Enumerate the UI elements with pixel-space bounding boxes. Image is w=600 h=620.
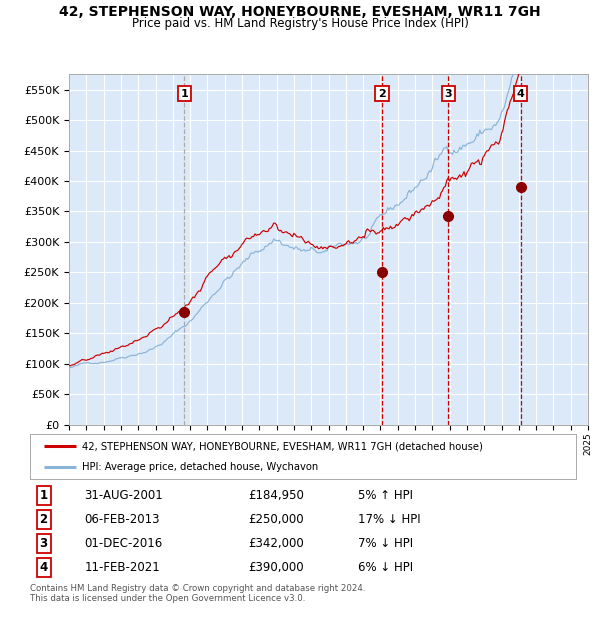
Text: £390,000: £390,000	[248, 561, 304, 574]
Text: 17% ↓ HPI: 17% ↓ HPI	[358, 513, 420, 526]
Text: 2: 2	[40, 513, 48, 526]
Text: 3: 3	[445, 89, 452, 99]
Text: 01-DEC-2016: 01-DEC-2016	[85, 537, 163, 550]
Text: 42, STEPHENSON WAY, HONEYBOURNE, EVESHAM, WR11 7GH (detached house): 42, STEPHENSON WAY, HONEYBOURNE, EVESHAM…	[82, 441, 483, 451]
Text: £342,000: £342,000	[248, 537, 304, 550]
Text: 11-FEB-2021: 11-FEB-2021	[85, 561, 160, 574]
Text: 06-FEB-2013: 06-FEB-2013	[85, 513, 160, 526]
Text: HPI: Average price, detached house, Wychavon: HPI: Average price, detached house, Wych…	[82, 461, 318, 472]
Text: 5% ↑ HPI: 5% ↑ HPI	[358, 489, 413, 502]
Text: 4: 4	[517, 89, 524, 99]
Text: 2: 2	[378, 89, 386, 99]
Text: Contains HM Land Registry data © Crown copyright and database right 2024.
This d: Contains HM Land Registry data © Crown c…	[30, 584, 365, 603]
Text: 6% ↓ HPI: 6% ↓ HPI	[358, 561, 413, 574]
Text: 3: 3	[40, 537, 48, 550]
Text: 1: 1	[181, 89, 188, 99]
Text: 4: 4	[40, 561, 48, 574]
Text: 31-AUG-2001: 31-AUG-2001	[85, 489, 163, 502]
Text: 42, STEPHENSON WAY, HONEYBOURNE, EVESHAM, WR11 7GH: 42, STEPHENSON WAY, HONEYBOURNE, EVESHAM…	[59, 5, 541, 19]
Text: £184,950: £184,950	[248, 489, 304, 502]
Text: 7% ↓ HPI: 7% ↓ HPI	[358, 537, 413, 550]
Text: £250,000: £250,000	[248, 513, 304, 526]
Text: 1: 1	[40, 489, 48, 502]
Text: Price paid vs. HM Land Registry's House Price Index (HPI): Price paid vs. HM Land Registry's House …	[131, 17, 469, 30]
